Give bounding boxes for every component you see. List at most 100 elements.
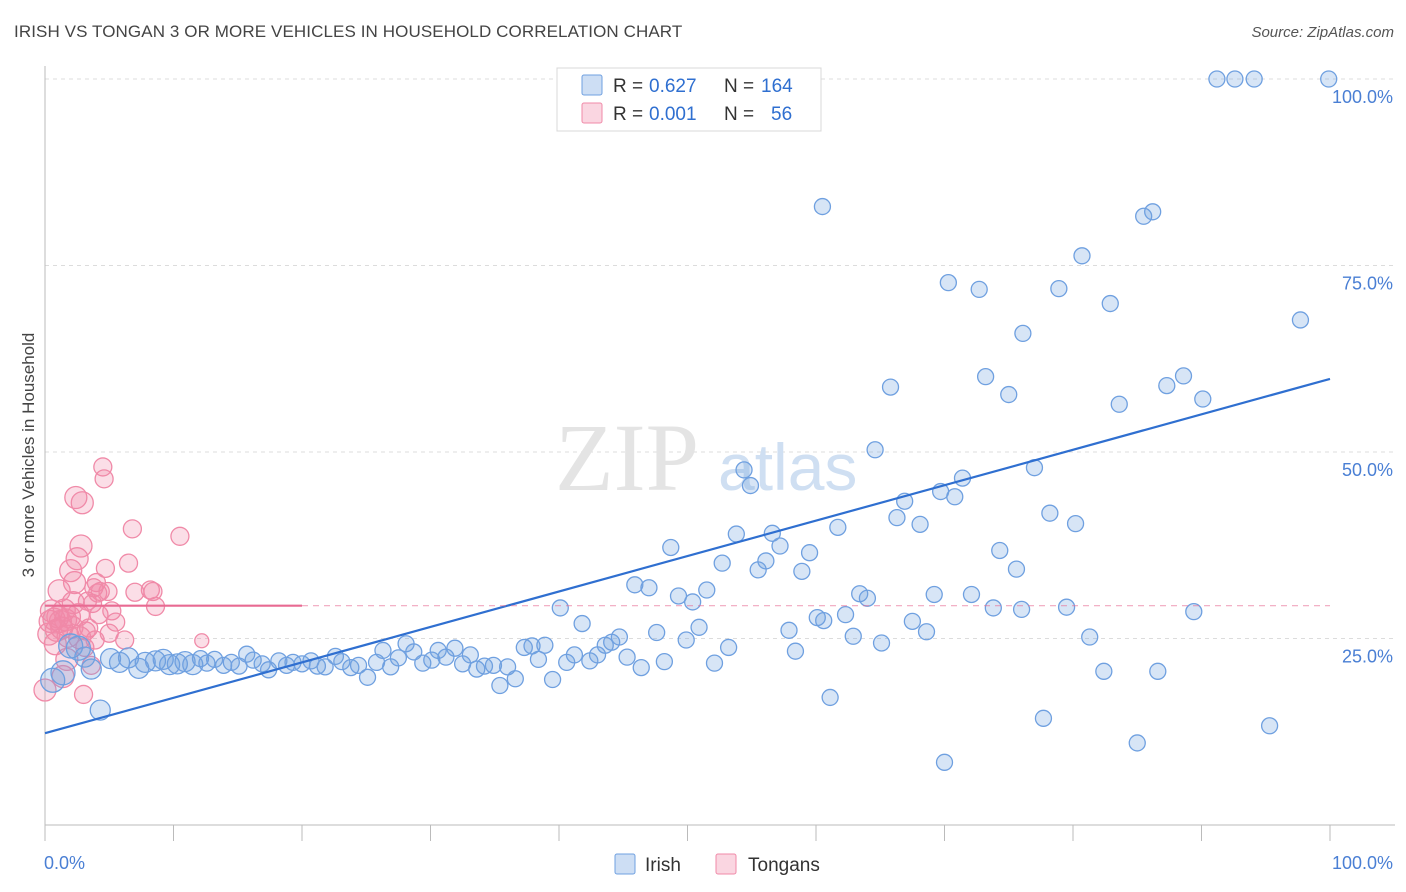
irish-trendline <box>44 377 1331 735</box>
irish-point <box>1101 294 1119 313</box>
irish-point <box>405 643 423 661</box>
irish-point <box>1000 385 1018 404</box>
irish-point <box>1034 709 1053 727</box>
irish-point <box>903 612 922 630</box>
irish-point <box>1057 598 1076 616</box>
irish-point <box>1135 207 1153 225</box>
tongan-point <box>106 612 126 632</box>
irish-point <box>821 688 839 707</box>
tongan-r-value: 0.001 <box>649 104 697 125</box>
irish-point <box>881 378 900 396</box>
irish-point <box>182 653 204 676</box>
irish-point <box>506 670 524 688</box>
irish-point <box>1174 367 1193 385</box>
irish-point <box>618 648 636 666</box>
irish-point <box>358 668 377 686</box>
irish-point <box>911 515 929 534</box>
irish-point <box>536 636 554 654</box>
y-tick-label: 75.0% <box>1342 274 1393 294</box>
tongan-point <box>143 581 163 602</box>
irish-point <box>844 627 862 645</box>
irish-point <box>244 651 262 669</box>
irish-point <box>976 368 995 386</box>
tongan-point <box>115 630 135 650</box>
irish-point <box>935 753 954 771</box>
irish-point <box>771 537 789 555</box>
irish-point <box>640 579 658 597</box>
irish-legend-swatch <box>581 74 603 96</box>
irish-point <box>1260 717 1279 735</box>
irish-point <box>829 518 847 536</box>
irish-point <box>888 508 906 527</box>
axes <box>44 66 1395 841</box>
irish-point <box>1007 560 1026 578</box>
irish-point <box>917 623 936 641</box>
irish-point <box>925 585 943 604</box>
legend-irish-label: Irish <box>645 855 681 876</box>
irish-r-value: 0.627 <box>649 76 697 97</box>
irish-point <box>1226 70 1244 88</box>
irish-point <box>1158 376 1176 395</box>
irish-point <box>253 655 271 673</box>
irish-point <box>1014 324 1032 343</box>
irish-point <box>238 645 256 663</box>
irish-point <box>461 646 479 664</box>
legend-tongan-swatch <box>715 853 737 875</box>
irish-point <box>491 676 509 695</box>
source-label: Source: ZipAtlas.com <box>1251 24 1394 41</box>
irish-point <box>757 552 775 570</box>
tongan-point <box>65 547 89 571</box>
irish-point <box>475 657 494 675</box>
tongan-legend-swatch <box>581 102 603 124</box>
irish-point <box>374 641 392 660</box>
irish-point <box>349 656 368 675</box>
irish-point <box>333 652 351 671</box>
irish-point <box>815 611 833 630</box>
irish-point <box>446 639 464 657</box>
irish-point <box>677 631 695 649</box>
x-tick-label-left: 0.0% <box>44 853 85 873</box>
irish-point <box>1194 390 1212 408</box>
trendlines <box>44 377 1331 735</box>
y-tick-label: 100.0% <box>1332 87 1393 107</box>
irish-point <box>872 634 891 652</box>
irish-point <box>144 650 167 672</box>
irish-point <box>626 576 644 594</box>
irish-point <box>389 649 408 667</box>
irish-point <box>970 280 988 299</box>
irish-point <box>1291 311 1310 329</box>
tongan-r-label: R = <box>613 104 643 125</box>
irish-point <box>698 581 716 599</box>
irish-point <box>800 544 819 562</box>
irish-point <box>50 660 76 686</box>
irish-point <box>946 488 964 506</box>
tongan-point <box>170 526 190 546</box>
legend-irish-swatch <box>614 853 636 875</box>
irish-point <box>866 441 884 459</box>
irish-point <box>529 650 548 669</box>
irish-point <box>836 605 855 624</box>
irish-point <box>437 648 455 666</box>
irish-point <box>1320 70 1338 88</box>
legend-tongan-label: Tongans <box>748 855 820 876</box>
y-tick-label: 25.0% <box>1342 647 1393 667</box>
irish-r-label: R = <box>613 76 643 97</box>
irish-point <box>1245 70 1263 88</box>
tongan-point <box>79 618 99 638</box>
gridlines <box>45 78 1395 639</box>
tongan-point <box>82 593 103 614</box>
irish-point <box>1095 662 1113 680</box>
irish-point <box>205 650 224 669</box>
irish-point <box>813 197 832 216</box>
irish-point <box>939 274 958 292</box>
irish-point <box>1110 395 1128 413</box>
irish-point <box>1149 662 1167 680</box>
irish-point <box>735 461 753 479</box>
y-axis-label: 3 or more Vehicles in Household <box>19 333 38 578</box>
chart-title: IRISH VS TONGAN 3 OR MORE VEHICLES IN HO… <box>14 22 683 41</box>
tongan-point <box>62 570 87 595</box>
tongan-point <box>95 558 116 579</box>
irish-point <box>316 658 334 676</box>
irish-point <box>1208 70 1226 88</box>
